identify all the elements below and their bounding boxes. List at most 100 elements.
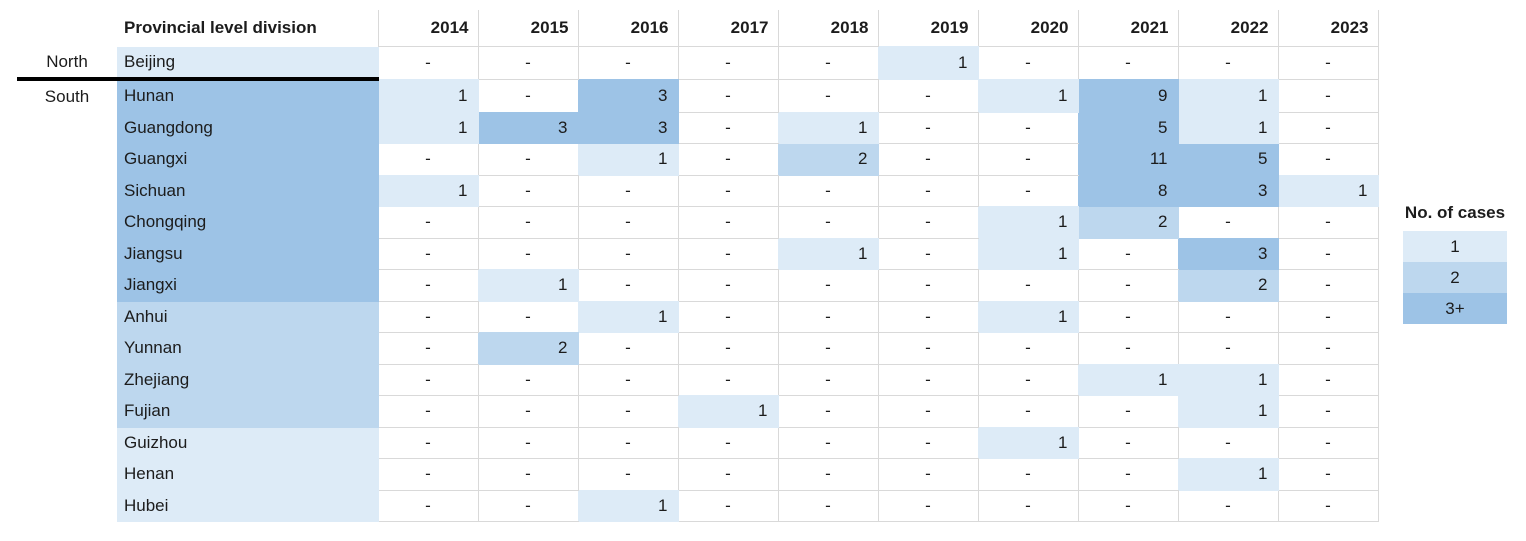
cell-hubei-2016: 1 bbox=[578, 490, 679, 522]
province-column-header: Provincial level division bbox=[117, 10, 379, 47]
year-header-2023: 2023 bbox=[1278, 10, 1379, 47]
cell-zhejiang-2022: 1 bbox=[1178, 364, 1279, 396]
cell-guizhou-2015: - bbox=[478, 427, 579, 459]
cell-guizhou-2019: - bbox=[878, 427, 979, 459]
cell-guangxi-2017: - bbox=[678, 143, 779, 176]
table-row-guangxi: Guangxi - -1-2- -11 5- bbox=[17, 143, 1379, 176]
header-row: Provincial level division 2014 2015 2016 20… bbox=[17, 10, 1379, 47]
legend-title: No. of cases bbox=[1404, 203, 1506, 222]
table-row-hubei: Hubei - -1- - - - - - - bbox=[17, 490, 1379, 522]
region-column-header bbox=[17, 10, 117, 47]
table-row-guangdong: Guangdong 1 3 3-1- -5 1- bbox=[17, 112, 1379, 144]
cell-guangdong-2017: - bbox=[678, 112, 779, 144]
table-row-anhui: Anhui - -1- - -1- - - bbox=[17, 301, 1379, 333]
region-cell-empty bbox=[17, 301, 117, 333]
cell-zhejiang-2020: - bbox=[978, 364, 1079, 396]
cell-guangdong-2023: - bbox=[1278, 112, 1379, 144]
cell-henan-2023: - bbox=[1278, 458, 1379, 491]
cell-anhui-2019: - bbox=[878, 301, 979, 333]
cell-anhui-2016: 1 bbox=[578, 301, 679, 333]
cell-anhui-2020: 1 bbox=[978, 301, 1079, 333]
cell-fujian-2019: - bbox=[878, 395, 979, 428]
table-row-fujian: Fujian - - -1- - - -1- bbox=[17, 395, 1379, 428]
cell-hubei-2020: - bbox=[978, 490, 1079, 522]
year-header-2016: 2016 bbox=[578, 10, 679, 47]
cell-guangdong-2018: 1 bbox=[778, 112, 879, 144]
cell-yunnan-2014: - bbox=[378, 332, 479, 365]
cell-henan-2022: 1 bbox=[1178, 458, 1279, 491]
cell-beijing-2015: - bbox=[478, 46, 579, 80]
cell-chongqing-2018: - bbox=[778, 206, 879, 239]
cell-guangxi-2014: - bbox=[378, 143, 479, 176]
cell-jiangsu-2022: 3 bbox=[1178, 238, 1279, 270]
cell-guizhou-2023: - bbox=[1278, 427, 1379, 459]
cell-jiangxi-2021: - bbox=[1078, 269, 1179, 302]
cell-chongqing-2017: - bbox=[678, 206, 779, 239]
province-label-jiangxi: Jiangxi bbox=[117, 269, 379, 302]
cell-hunan-2018: - bbox=[778, 79, 879, 113]
province-label-hubei: Hubei bbox=[117, 490, 379, 522]
cell-sichuan-2018: - bbox=[778, 175, 879, 207]
cell-jiangxi-2022: 2 bbox=[1178, 269, 1279, 302]
cell-guangdong-2019: - bbox=[878, 112, 979, 144]
cell-sichuan-2023: 1 bbox=[1278, 175, 1379, 207]
cell-henan-2021: - bbox=[1078, 458, 1179, 491]
cell-beijing-2022: - bbox=[1178, 46, 1279, 80]
province-label-hunan: Hunan bbox=[117, 79, 379, 113]
cell-hunan-2019: - bbox=[878, 79, 979, 113]
region-cell-empty bbox=[17, 459, 117, 491]
region-cell-empty bbox=[17, 333, 117, 365]
year-header-2018: 2018 bbox=[778, 10, 879, 47]
cell-zhejiang-2021: 1 bbox=[1078, 364, 1179, 396]
cell-hubei-2023: - bbox=[1278, 490, 1379, 522]
cell-fujian-2022: 1 bbox=[1178, 395, 1279, 428]
cell-jiangsu-2014: - bbox=[378, 238, 479, 270]
cell-jiangsu-2021: - bbox=[1078, 238, 1179, 270]
cell-anhui-2018: - bbox=[778, 301, 879, 333]
cell-jiangsu-2018: 1 bbox=[778, 238, 879, 270]
cell-yunnan-2019: - bbox=[878, 332, 979, 365]
cell-guangxi-2016: 1 bbox=[578, 143, 679, 176]
cell-chongqing-2015: - bbox=[478, 206, 579, 239]
year-header-2021: 2021 bbox=[1078, 10, 1179, 47]
province-label-jiangsu: Jiangsu bbox=[117, 238, 379, 270]
cell-jiangxi-2020: - bbox=[978, 269, 1079, 302]
cell-henan-2015: - bbox=[478, 458, 579, 491]
cell-anhui-2021: - bbox=[1078, 301, 1179, 333]
cell-hunan-2014: 1 bbox=[378, 79, 479, 113]
cell-chongqing-2019: - bbox=[878, 206, 979, 239]
region-cell-empty bbox=[17, 175, 117, 207]
cell-henan-2014: - bbox=[378, 458, 479, 491]
cell-guangxi-2020: - bbox=[978, 143, 1079, 176]
cell-hubei-2014: - bbox=[378, 490, 479, 522]
cell-zhejiang-2015: - bbox=[478, 364, 579, 396]
cell-fujian-2014: - bbox=[378, 395, 479, 428]
legend: No. of cases 1 2 3+ bbox=[1391, 203, 1519, 324]
cell-henan-2016: - bbox=[578, 458, 679, 491]
cell-henan-2017: - bbox=[678, 458, 779, 491]
region-cell-empty bbox=[17, 396, 117, 428]
province-label-anhui: Anhui bbox=[117, 301, 379, 333]
cell-guangdong-2022: 1 bbox=[1178, 112, 1279, 144]
cases-heatmap-table: Provincial level division 2014 2015 2016 20… bbox=[17, 10, 1379, 522]
cell-chongqing-2014: - bbox=[378, 206, 479, 239]
table-row-sichuan: Sichuan 1- - - - - -8 3 1 bbox=[17, 175, 1379, 207]
cell-hubei-2022: - bbox=[1178, 490, 1279, 522]
year-header-2019: 2019 bbox=[878, 10, 979, 47]
cell-sichuan-2022: 3 bbox=[1178, 175, 1279, 207]
province-label-beijing: Beijing bbox=[117, 46, 379, 81]
cell-hunan-2016: 3 bbox=[578, 79, 679, 113]
cell-sichuan-2017: - bbox=[678, 175, 779, 207]
cell-anhui-2017: - bbox=[678, 301, 779, 333]
cell-jiangxi-2016: - bbox=[578, 269, 679, 302]
province-label-fujian: Fujian bbox=[117, 395, 379, 428]
table-row-beijing: North Beijing - - - - -1- - - - bbox=[17, 46, 1379, 81]
cell-sichuan-2014: 1 bbox=[378, 175, 479, 207]
cell-jiangxi-2017: - bbox=[678, 269, 779, 302]
cell-guizhou-2016: - bbox=[578, 427, 679, 459]
year-header-2020: 2020 bbox=[978, 10, 1079, 47]
cell-guangxi-2022: 5 bbox=[1178, 143, 1279, 176]
cell-jiangsu-2019: - bbox=[878, 238, 979, 270]
cell-jiangsu-2020: 1 bbox=[978, 238, 1079, 270]
cell-zhejiang-2017: - bbox=[678, 364, 779, 396]
